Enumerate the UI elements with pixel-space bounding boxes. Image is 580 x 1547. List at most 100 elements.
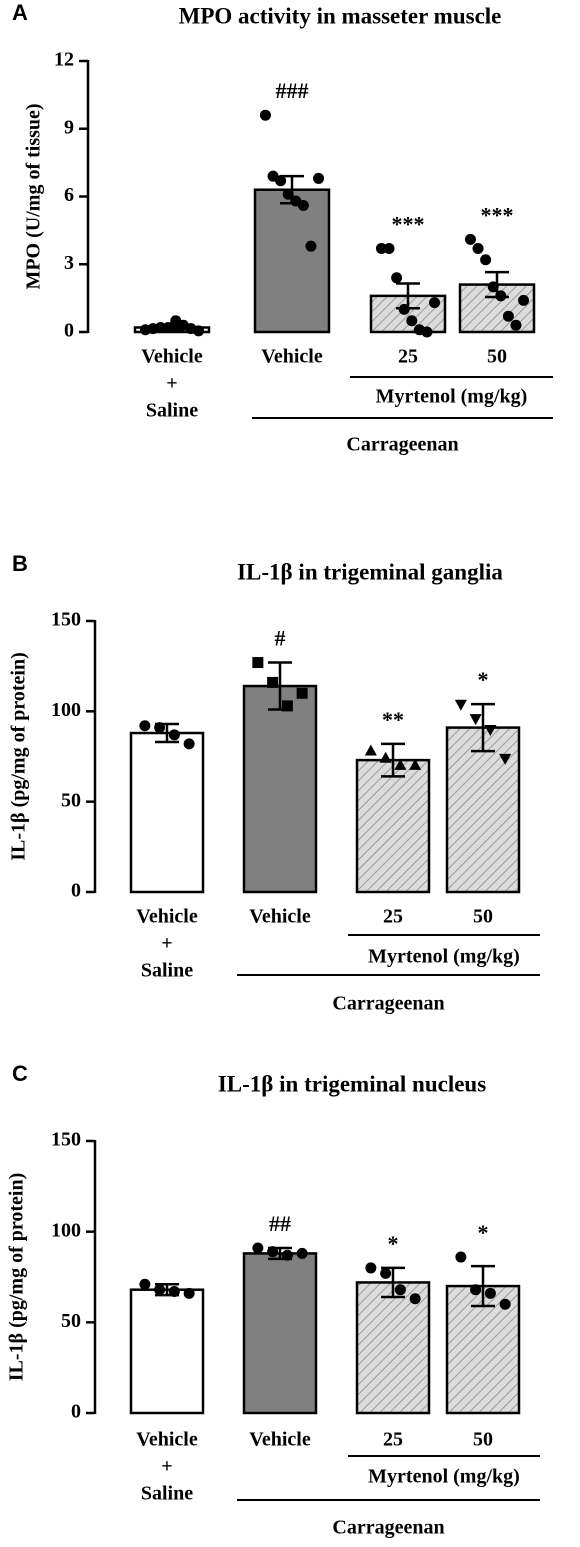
data-point <box>499 1298 511 1310</box>
x-tick-label: + <box>161 933 172 955</box>
data-point <box>139 1278 151 1290</box>
data-point <box>154 1284 166 1296</box>
panel-label: A <box>12 0 28 25</box>
data-point <box>296 1247 308 1259</box>
data-point <box>484 725 497 736</box>
data-point <box>259 109 271 121</box>
significance-label: # <box>275 626 286 651</box>
x-tick-label: Vehicle <box>261 346 323 368</box>
data-point <box>364 744 377 756</box>
data-point <box>168 729 180 741</box>
data-point <box>380 1267 392 1279</box>
data-point <box>168 1286 180 1298</box>
data-point <box>155 321 167 333</box>
x-tick-label: Vehicle <box>249 1429 311 1451</box>
bar <box>253 188 331 334</box>
x-tick-label: 50 <box>487 346 507 368</box>
chart-title: IL-1β in trigeminal nucleus <box>218 1071 486 1096</box>
x-tick-label: 25 <box>383 1429 403 1451</box>
data-point <box>391 272 403 284</box>
y-tick-label: 9 <box>64 116 74 138</box>
x-tick-label: Vehicle <box>141 346 203 368</box>
significance-label: ### <box>276 78 309 103</box>
group-label: Carrageenan <box>332 1517 444 1539</box>
y-tick-label: 0 <box>64 320 74 342</box>
data-point <box>267 1246 279 1258</box>
data-point <box>305 240 317 252</box>
data-point <box>267 676 279 688</box>
data-point <box>406 315 418 327</box>
x-tick-label: Vehicle <box>249 906 311 928</box>
data-point <box>484 1287 496 1299</box>
x-tick-label: 25 <box>398 346 418 368</box>
significance-label: * <box>478 667 489 692</box>
y-tick-label: 50 <box>61 789 81 811</box>
x-tick-label: Vehicle <box>136 1429 198 1451</box>
data-point <box>296 687 308 699</box>
bar <box>242 684 318 894</box>
data-point <box>281 1249 293 1261</box>
data-point <box>275 175 287 187</box>
data-point <box>193 325 205 337</box>
data-point <box>252 657 264 669</box>
x-tick-label: 25 <box>383 906 403 928</box>
data-point <box>162 321 174 333</box>
y-tick-label: 0 <box>71 880 81 902</box>
significance-label: * <box>388 1231 399 1256</box>
y-tick-label: 6 <box>64 184 74 206</box>
y-axis-label: IL-1β (pg/mg of protein) <box>6 1173 28 1382</box>
x-tick-label: Saline <box>146 400 198 422</box>
data-point <box>518 294 530 306</box>
data-point <box>183 1287 195 1299</box>
data-point <box>281 700 293 712</box>
significance-label: *** <box>392 211 425 236</box>
data-point <box>398 303 410 315</box>
x-tick-label: + <box>166 373 177 395</box>
y-tick-label: 0 <box>71 1401 81 1423</box>
data-point <box>409 1293 421 1305</box>
error-bar <box>381 742 405 778</box>
data-point <box>495 290 507 302</box>
y-tick-label: 150 <box>51 609 81 631</box>
data-point <box>470 1284 482 1296</box>
data-point <box>183 738 195 750</box>
bar <box>129 1288 205 1415</box>
y-tick-label: 12 <box>54 49 74 71</box>
data-point <box>252 1242 264 1254</box>
bar <box>242 1252 318 1415</box>
data-point <box>421 326 433 338</box>
significance-label: * <box>478 1220 489 1245</box>
data-point <box>365 1262 377 1274</box>
data-point <box>383 242 395 254</box>
significance-label: ** <box>382 707 404 732</box>
group-label: Myrtenol (mg/kg) <box>368 946 520 968</box>
data-point <box>139 720 151 732</box>
group-label: Carrageenan <box>332 993 444 1015</box>
data-point <box>454 699 467 711</box>
x-tick-label: 50 <box>473 906 493 928</box>
bar <box>355 758 431 894</box>
y-tick-label: 150 <box>51 1129 81 1151</box>
x-tick-label: Saline <box>141 960 193 982</box>
y-axis-label: IL-1β (pg/mg of protein) <box>8 652 30 861</box>
data-point <box>472 242 484 254</box>
data-point <box>429 297 441 309</box>
x-tick-label: + <box>161 1456 172 1478</box>
x-tick-label: Vehicle <box>136 906 198 928</box>
y-axis-label: MPO (U/mg of tissue) <box>23 103 45 289</box>
data-point <box>394 1284 406 1296</box>
y-tick-label: 100 <box>51 1219 81 1241</box>
chart-title: IL-1β in trigeminal ganglia <box>237 559 503 584</box>
significance-label: *** <box>481 202 514 227</box>
data-point <box>154 722 166 734</box>
data-point <box>297 200 309 212</box>
y-tick-label: 100 <box>51 699 81 721</box>
data-point <box>510 319 522 331</box>
chart-title: MPO activity in masseter muscle <box>179 3 502 28</box>
significance-label: ## <box>269 1211 291 1236</box>
bar <box>129 731 205 894</box>
data-point <box>379 751 392 763</box>
data-point <box>464 233 476 245</box>
error-bar <box>471 702 495 753</box>
data-point <box>375 242 387 254</box>
